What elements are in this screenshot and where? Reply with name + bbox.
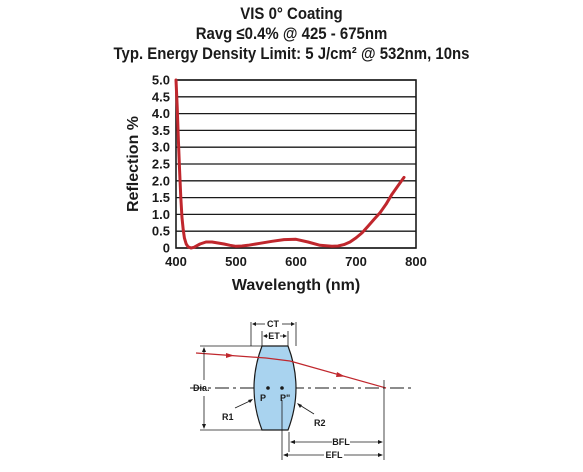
incoming-ray-arrow <box>226 353 234 358</box>
r1-label: R1 <box>222 412 234 422</box>
y-tick-label: 0.5 <box>152 224 170 239</box>
x-tick-label: 800 <box>405 254 427 269</box>
et-arrowhead-left <box>263 334 267 338</box>
y-tick-label: 5.0 <box>152 73 170 88</box>
x-tick-label: 700 <box>345 254 367 269</box>
principal-point-p <box>266 386 270 390</box>
y-axis-label: Reflection % <box>125 116 142 212</box>
y-tick-label: 3.5 <box>152 123 170 138</box>
et-arrowhead-right <box>283 334 287 338</box>
efl-arrowhead-left <box>283 453 288 457</box>
bfl-arrowhead-right <box>378 440 383 444</box>
x-tick-label: 400 <box>165 254 187 269</box>
reflection-curve <box>174 78 406 250</box>
r2-arrowhead <box>297 403 302 408</box>
ct-arrowhead-left <box>252 322 256 326</box>
dia-arrowhead-top <box>202 347 206 352</box>
y-tick-label: 4.0 <box>152 106 170 121</box>
y-tick-label: 0 <box>163 241 170 256</box>
chart-title: VIS 0° Coating <box>240 4 343 23</box>
plot-frame <box>175 79 417 249</box>
et-label: ET <box>268 331 280 341</box>
efl-label: EFL <box>326 450 344 460</box>
lens-shape <box>253 345 297 431</box>
y-tick-label: 2.0 <box>152 173 170 188</box>
grid-lines <box>176 79 416 249</box>
efl-arrowhead-right <box>378 453 383 457</box>
bfl-label: BFL <box>332 437 350 447</box>
x-tick-label: 500 <box>225 254 247 269</box>
y-tick-label: 1.5 <box>152 190 170 205</box>
internal-ray <box>265 357 291 362</box>
y-tick-label: 1.0 <box>152 207 170 222</box>
y-tick-label: 3.0 <box>152 140 170 155</box>
ct-label: CT <box>267 319 279 329</box>
x-axis-label: Wavelength (nm) <box>232 277 360 294</box>
dia-label: Dia. <box>193 383 210 393</box>
pprime-label: P" <box>280 393 290 403</box>
y-tick-label: 2.5 <box>152 157 170 172</box>
chart-subtitle-ravg: Ravg ≤0.4% @ 425 - 675nm <box>195 24 388 43</box>
principal-point-pprime <box>280 386 284 390</box>
r1-arrowhead <box>248 399 253 403</box>
bfl-arrowhead-left <box>290 440 295 444</box>
x-tick-label: 600 <box>285 254 307 269</box>
x-tick-labels: 400 500 600 700 800 <box>165 254 427 269</box>
lens-diagram: CT ET Dia. P P" R1 R2 BFL <box>190 319 412 460</box>
outgoing-ray-arrow <box>336 372 345 377</box>
y-tick-labels: 0 0.5 1.0 1.5 2.02.5 3.0 3.5 4.0 4.55.0 <box>152 73 170 256</box>
chart-subtitle-energy: Typ. Energy Density Limit: 5 J/cm² @ 532… <box>113 44 470 63</box>
reflection-chart: 0 0.5 1.0 1.5 2.02.5 3.0 3.5 4.0 4.55.0 400 500 60… <box>125 73 427 295</box>
r2-label: R2 <box>314 418 326 428</box>
dia-arrowhead-bottom <box>202 424 206 429</box>
y-tick-label: 4.5 <box>152 89 170 104</box>
p-label: P <box>260 393 266 403</box>
ct-arrowhead-right <box>291 322 295 326</box>
chart-titles: VIS 0° Coating Ravg ≤0.4% @ 425 - 675nm … <box>0 4 583 64</box>
